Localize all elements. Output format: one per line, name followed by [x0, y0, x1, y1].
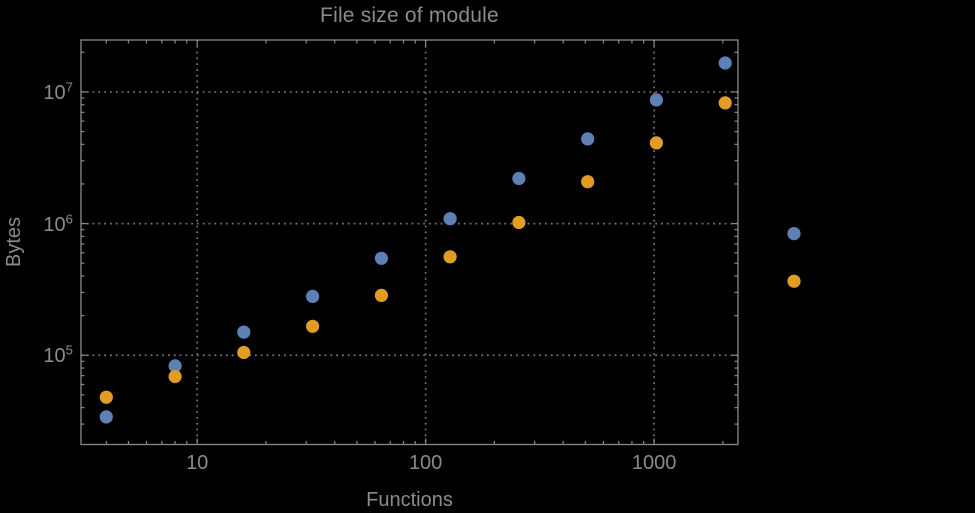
data-point-blue [649, 93, 664, 107]
data-point-blue [443, 212, 457, 226]
data-point-blue [718, 56, 732, 70]
x-tick-label: 10 [186, 452, 209, 474]
data-point-orange [512, 215, 526, 230]
data-point-orange [168, 369, 182, 384]
data-point-orange [237, 345, 251, 360]
data-point-orange [787, 274, 801, 288]
data-point-orange [649, 136, 664, 150]
x-tick-label: 1000 [631, 452, 677, 474]
data-point-orange [306, 319, 320, 333]
data-point-blue [168, 359, 182, 373]
data-point-blue [306, 289, 320, 303]
data-point-blue [237, 325, 251, 339]
data-point-orange [374, 288, 388, 302]
y-tick-label: 107 [43, 79, 73, 104]
x-axis-label: Functions [366, 489, 453, 511]
data-point-blue [512, 171, 526, 186]
data-point-blue [99, 410, 113, 424]
chart-title: File size of module [320, 4, 499, 27]
data-point-blue [787, 227, 801, 241]
data-point-blue [581, 132, 595, 146]
x-tick-label: 100 [408, 452, 443, 474]
data-point-blue [374, 251, 388, 265]
plot-frame [80, 39, 739, 446]
data-point-orange [581, 175, 595, 189]
data-point-orange [718, 96, 732, 110]
data-point-orange [99, 390, 113, 404]
y-tick-label: 105 [43, 342, 73, 368]
data-point-orange [443, 250, 457, 264]
y-tick-label: 106 [43, 210, 73, 236]
